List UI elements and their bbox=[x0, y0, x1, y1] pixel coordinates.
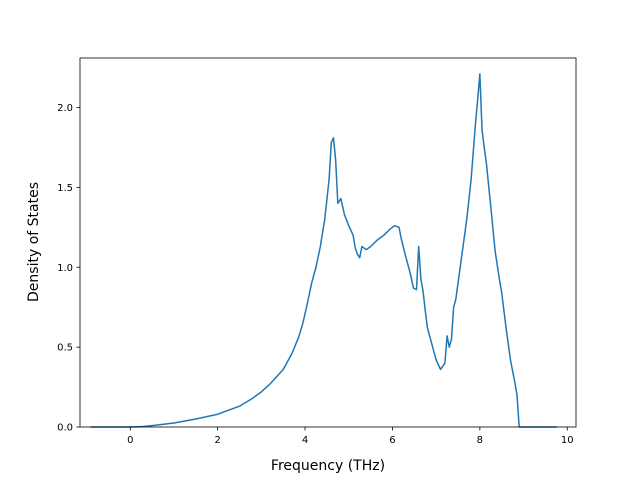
y-tick-label: 2.0 bbox=[57, 103, 73, 114]
x-tick-label: 10 bbox=[561, 435, 574, 446]
y-tick-label: 0.0 bbox=[57, 423, 73, 434]
x-tick-label: 6 bbox=[389, 435, 395, 446]
y-tick-label: 1.0 bbox=[57, 263, 73, 274]
plot-area bbox=[90, 73, 558, 428]
x-tick-label: 4 bbox=[302, 435, 308, 446]
x-tick-label: 2 bbox=[214, 435, 220, 446]
y-tick-label: 0.5 bbox=[57, 343, 73, 354]
y-axis: 0.0 0.5 1.0 1.5 2.0 bbox=[57, 103, 80, 434]
plot-frame bbox=[79, 57, 577, 428]
y-tick-label: 1.5 bbox=[57, 183, 73, 194]
y-axis-label: Density of States bbox=[26, 182, 42, 302]
dos-line-0 bbox=[90, 73, 558, 428]
x-axis-label: Frequency (THz) bbox=[271, 458, 385, 474]
x-axis: 0 2 4 6 8 10 bbox=[127, 427, 574, 446]
x-tick-label: 8 bbox=[477, 435, 483, 446]
x-tick-label: 0 bbox=[127, 435, 133, 446]
